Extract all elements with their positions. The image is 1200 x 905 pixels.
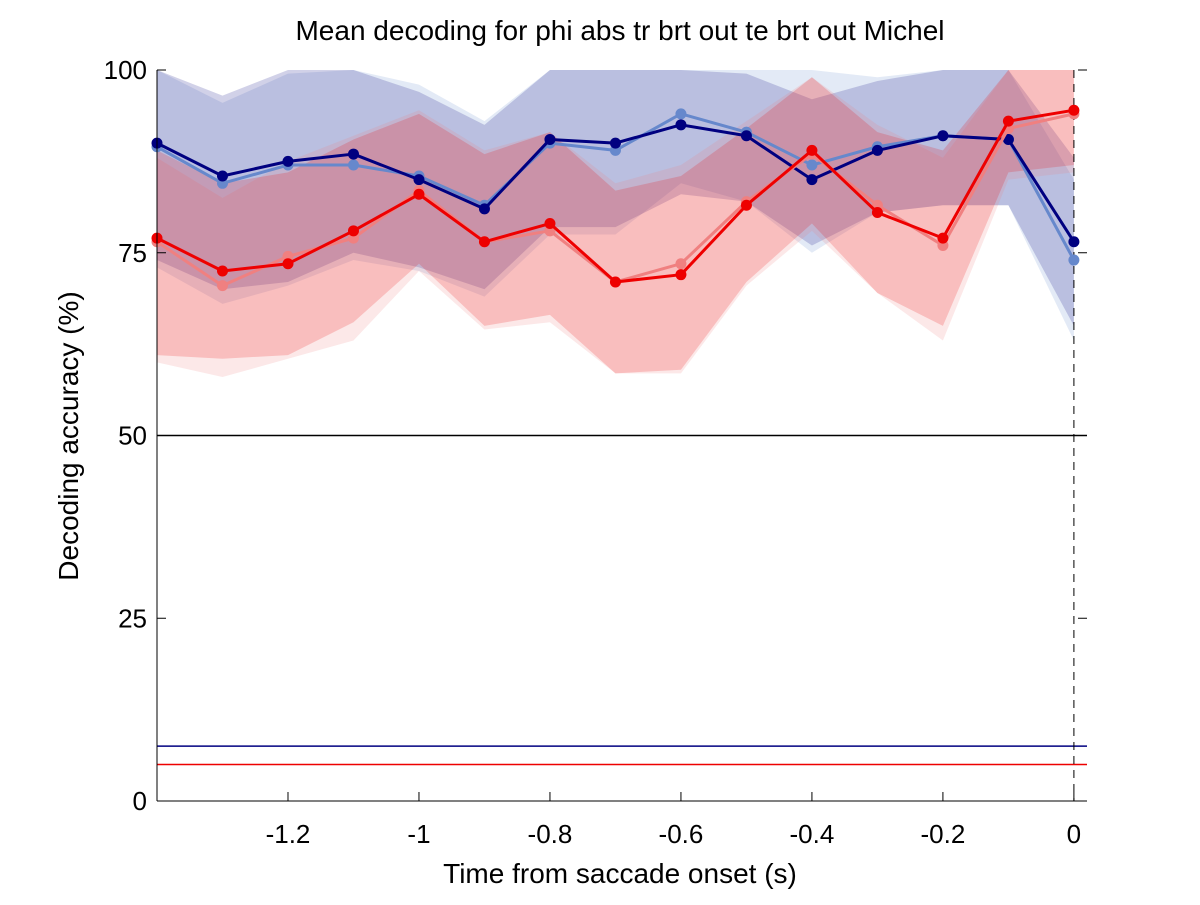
x-tick-label: -0.6 [659,819,704,849]
data-point-s4-8 [609,276,621,288]
data-point-s3-2 [216,280,228,292]
data-point-s2-4 [347,148,359,160]
data-point-s4-6 [478,236,490,248]
data-point-s1-11 [806,159,818,171]
data-point-s2-14 [1002,133,1014,145]
x-tick-label: -1 [407,819,430,849]
data-point-s2-3 [282,155,294,167]
y-tick-label: 75 [118,238,147,268]
data-point-s3-9 [675,258,687,270]
confidence-band-3 [157,70,1074,378]
y-tick-label: 0 [133,786,147,816]
data-point-s4-14 [1002,115,1014,127]
x-axis-label: Time from saccade onset (s) [443,858,797,889]
data-point-s4-13 [937,232,949,244]
data-point-s1-15 [1068,254,1080,266]
plot-area: 0 25 50 75 100 -1.2 -1 -0.8 -0.6 -0.4 -0.2 0 [104,55,1087,849]
data-point-s2-10 [740,130,752,142]
data-point-s2-7 [544,133,556,145]
data-point-s4-12 [871,207,883,219]
y-tick-label: 100 [104,55,147,85]
confidence-band-2 [157,70,1074,326]
x-tick-label: -1.2 [266,819,311,849]
data-point-s2-6 [478,203,490,215]
data-point-s4-15 [1068,104,1080,116]
data-point-s2-15 [1068,236,1080,248]
x-tick-label: -0.4 [790,819,835,849]
y-axis-label: Decoding accuracy (%) [53,291,84,580]
confidence-band-4 [157,70,1074,374]
data-point-s4-3 [282,258,294,270]
data-point-s2-11 [806,174,818,186]
data-point-s2-9 [675,119,687,131]
data-point-s4-7 [544,218,556,230]
data-point-s2-13 [937,130,949,142]
x-tick-label: 0 [1067,819,1081,849]
data-point-s2-5 [413,174,425,186]
confidence-band-1 [157,70,1074,341]
data-point-s4-10 [740,199,752,211]
y-tick-label: 50 [118,421,147,451]
data-point-s4-9 [675,269,687,281]
chart-title: Mean decoding for phi abs tr brt out te … [295,15,944,46]
data-point-s2-2 [216,170,228,182]
data-point-s2-12 [871,144,883,156]
x-tick-label: -0.8 [528,819,573,849]
data-point-s2-8 [609,137,621,149]
y-tick-label: 25 [118,603,147,633]
data-point-s1-4 [347,159,359,171]
x-tick-label: -0.2 [921,819,966,849]
data-point-s4-11 [806,144,818,156]
data-point-s4-2 [216,265,228,277]
data-point-s4-4 [347,225,359,237]
data-point-s4-5 [413,188,425,200]
data-point-s1-9 [675,108,687,120]
